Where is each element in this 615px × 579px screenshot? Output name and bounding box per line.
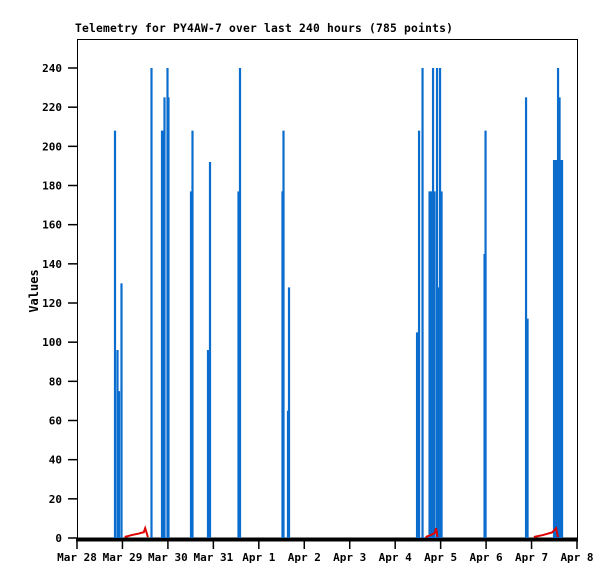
x-tick-label: Apr 1	[242, 551, 275, 564]
red-series-line	[124, 525, 149, 538]
y-tick-label: 220	[42, 101, 62, 114]
red-series-line	[533, 526, 559, 538]
y-tick-label: 40	[49, 454, 62, 467]
x-tick-label: Apr 2	[288, 551, 321, 564]
x-tick-label: Apr 8	[560, 551, 593, 564]
x-tick-label: Mar 31	[193, 551, 233, 564]
x-tick-label: Apr 4	[379, 551, 412, 564]
y-tick-label: 240	[42, 62, 62, 75]
x-tick-label: Apr 5	[424, 551, 457, 564]
y-tick-label: 120	[42, 297, 62, 310]
x-tick-label: Apr 6	[470, 551, 503, 564]
red-series-line	[425, 527, 439, 538]
x-tick-label: Mar 30	[148, 551, 188, 564]
y-tick-label: 140	[42, 258, 62, 271]
x-tick-label: Mar 29	[103, 551, 143, 564]
x-tick-label: Mar 28	[57, 551, 97, 564]
y-tick-label: 180	[42, 180, 62, 193]
y-tick-label: 160	[42, 219, 62, 232]
y-tick-label: 60	[49, 415, 62, 428]
y-tick-label: 80	[49, 375, 62, 388]
y-tick-label: 200	[42, 140, 62, 153]
x-tick-label: Apr 3	[333, 551, 366, 564]
y-tick-label: 20	[49, 493, 62, 506]
y-tick-label: 0	[55, 532, 62, 545]
chart-title: Telemetry for PY4AW-7 over last 240 hour…	[75, 22, 454, 35]
y-tick-label: 100	[42, 336, 62, 349]
x-tick-label: Apr 7	[515, 551, 548, 564]
